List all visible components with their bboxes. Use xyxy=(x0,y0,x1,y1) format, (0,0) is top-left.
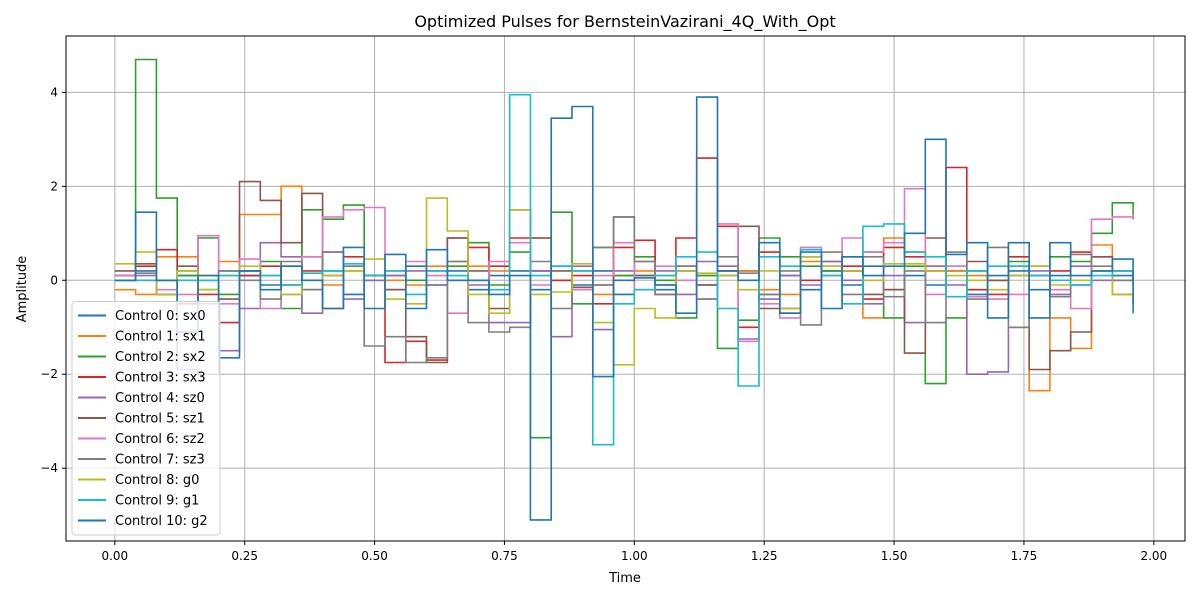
y-tick-label: 0 xyxy=(50,273,58,287)
y-tick-label: −4 xyxy=(40,461,58,475)
legend-label: Control 6: sz2 xyxy=(115,432,205,447)
y-tick-label: −2 xyxy=(40,367,58,381)
x-tick-label: 0.25 xyxy=(231,549,258,563)
series-line-10 xyxy=(114,96,1134,521)
series-line-9 xyxy=(114,93,1134,446)
x-tick-label: 1.25 xyxy=(751,549,778,563)
x-tick-label: 1.00 xyxy=(621,549,648,563)
legend-label: Control 2: sx2 xyxy=(115,350,206,365)
y-axis-label: Amplitude xyxy=(15,256,30,323)
axis-ticks: 0.00 0.25 0.50 0.75 1.00 1.25 1.50 1.75 2.00 −4 −2… xyxy=(40,85,1167,563)
legend-label: Control 7: sz3 xyxy=(115,453,205,468)
x-tick-label: 1.50 xyxy=(881,549,908,563)
x-axis-label: Time xyxy=(608,571,641,586)
x-tick-label: 1.75 xyxy=(1011,549,1038,563)
legend-label: Control 1: sx1 xyxy=(115,330,206,345)
legend-label: Control 8: g0 xyxy=(115,473,199,488)
y-tick-label: 4 xyxy=(50,85,58,99)
legend-label: Control 3: sx3 xyxy=(115,371,206,386)
legend-label: Control 4: sz0 xyxy=(115,391,205,406)
grid xyxy=(66,36,1185,541)
legend-box xyxy=(71,301,221,536)
series-group xyxy=(114,58,1134,521)
x-tick-label: 0.00 xyxy=(101,549,128,563)
x-tick-label: 2.00 xyxy=(1140,549,1167,563)
y-tick-label: 2 xyxy=(50,179,58,193)
legend: Control 0: sx0 Control 1: sx1 Control 2: s… xyxy=(71,301,221,536)
plot-frame xyxy=(65,35,1186,542)
legend-label: Control 9: g1 xyxy=(115,494,199,509)
chart-title: Optimized Pulses for BernsteinVazirani_4… xyxy=(414,12,835,32)
legend-label: Control 0: sx0 xyxy=(115,309,206,324)
legend-label: Control 5: sz1 xyxy=(115,412,205,427)
legend-label: Control 10: g2 xyxy=(115,514,208,529)
x-tick-label: 0.50 xyxy=(361,549,388,563)
x-tick-label: 0.75 xyxy=(491,549,518,563)
